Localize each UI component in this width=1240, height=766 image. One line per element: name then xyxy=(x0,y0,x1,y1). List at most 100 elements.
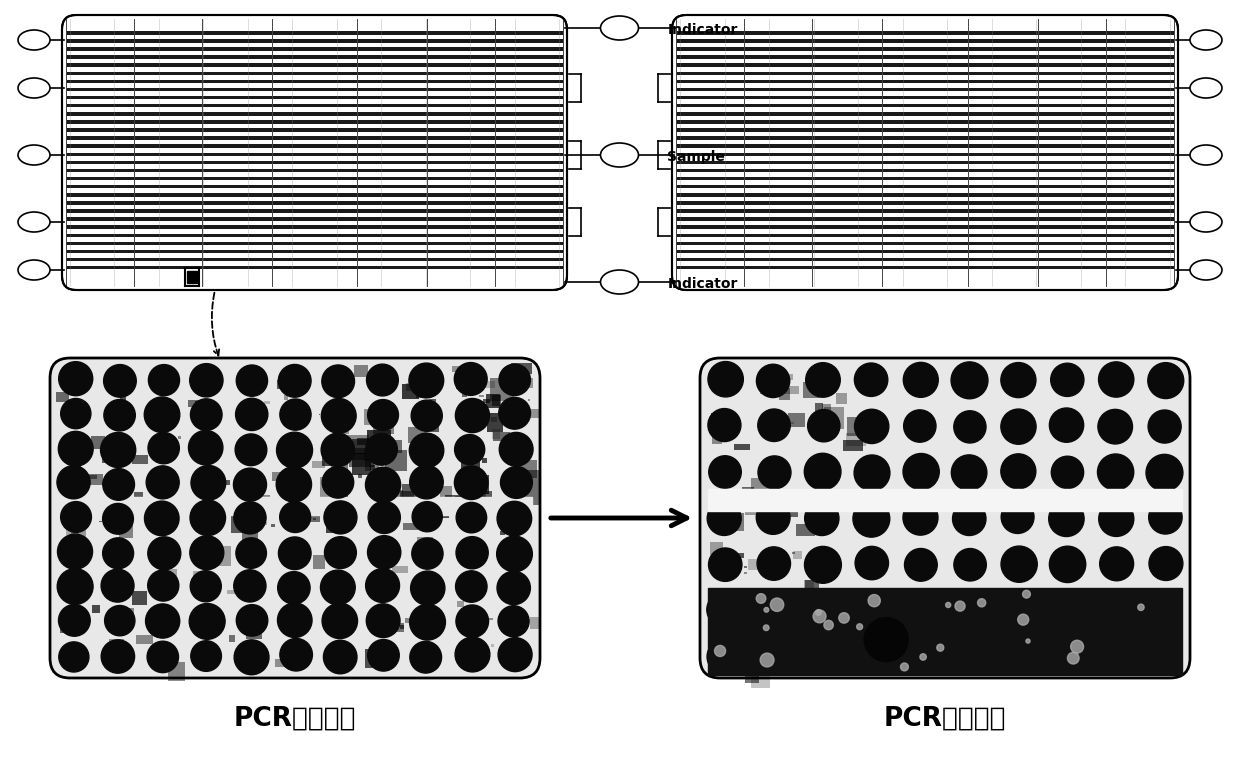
Ellipse shape xyxy=(19,212,50,232)
Circle shape xyxy=(234,502,267,534)
Circle shape xyxy=(497,501,532,536)
Circle shape xyxy=(58,431,93,466)
Bar xyxy=(676,213,1174,216)
Bar xyxy=(712,625,717,629)
Bar xyxy=(120,661,130,666)
Bar xyxy=(494,432,511,441)
Bar xyxy=(109,639,124,647)
Bar xyxy=(676,80,1174,83)
Bar xyxy=(337,493,348,499)
Bar xyxy=(760,393,761,394)
Circle shape xyxy=(103,503,134,534)
Circle shape xyxy=(1023,591,1030,598)
Bar xyxy=(357,438,372,446)
Bar xyxy=(491,429,500,439)
Bar xyxy=(676,254,1174,257)
Circle shape xyxy=(280,638,312,671)
Circle shape xyxy=(498,606,529,637)
Circle shape xyxy=(104,400,135,431)
Circle shape xyxy=(920,653,926,660)
Bar xyxy=(66,225,563,229)
Circle shape xyxy=(236,538,267,568)
Bar xyxy=(136,635,153,644)
Bar xyxy=(131,455,148,464)
Circle shape xyxy=(456,537,489,569)
Circle shape xyxy=(234,570,267,602)
Bar xyxy=(455,496,464,505)
FancyBboxPatch shape xyxy=(672,15,1178,290)
Bar xyxy=(373,479,377,482)
Bar xyxy=(443,513,449,518)
Circle shape xyxy=(1050,363,1084,397)
Bar xyxy=(676,140,1174,142)
Bar xyxy=(676,108,1174,110)
Circle shape xyxy=(900,663,909,671)
Bar xyxy=(66,136,563,140)
Bar xyxy=(825,407,843,429)
Circle shape xyxy=(58,362,93,396)
Bar xyxy=(822,404,831,412)
Bar xyxy=(66,108,563,110)
Circle shape xyxy=(366,568,399,603)
Bar xyxy=(66,55,563,59)
Bar xyxy=(461,493,477,511)
Bar xyxy=(676,92,1174,94)
Circle shape xyxy=(952,639,986,673)
Circle shape xyxy=(1049,501,1084,536)
Bar xyxy=(516,470,541,506)
Bar xyxy=(58,496,532,515)
Circle shape xyxy=(410,641,441,673)
Bar xyxy=(273,473,284,481)
Circle shape xyxy=(853,500,890,537)
Bar xyxy=(306,506,320,522)
Circle shape xyxy=(278,603,312,637)
Bar xyxy=(66,64,563,67)
Bar xyxy=(405,502,417,515)
Bar xyxy=(167,662,185,680)
Circle shape xyxy=(237,604,268,636)
Circle shape xyxy=(321,398,356,434)
Circle shape xyxy=(454,466,489,499)
Circle shape xyxy=(1001,453,1035,489)
Bar xyxy=(472,403,480,409)
Bar xyxy=(401,491,417,500)
Bar xyxy=(332,483,339,490)
Bar xyxy=(66,39,563,43)
Bar xyxy=(202,440,213,444)
Bar xyxy=(461,451,480,470)
Circle shape xyxy=(954,548,986,581)
Bar xyxy=(343,657,348,662)
Bar xyxy=(66,234,563,237)
Bar xyxy=(99,521,102,522)
Bar xyxy=(805,580,820,594)
Bar xyxy=(843,440,863,451)
Ellipse shape xyxy=(600,143,639,167)
Bar xyxy=(345,435,368,460)
Circle shape xyxy=(1099,638,1135,673)
Circle shape xyxy=(410,571,445,605)
Bar xyxy=(490,618,492,620)
Bar xyxy=(326,501,347,532)
Bar xyxy=(66,47,563,51)
Bar xyxy=(169,569,176,577)
Bar xyxy=(676,234,1174,237)
Circle shape xyxy=(278,365,311,398)
Circle shape xyxy=(191,466,226,500)
Bar xyxy=(676,39,1174,43)
Bar xyxy=(822,603,839,620)
Bar xyxy=(277,501,280,503)
Circle shape xyxy=(366,604,401,637)
Bar xyxy=(745,670,759,683)
Circle shape xyxy=(102,569,134,602)
Circle shape xyxy=(191,399,222,430)
Circle shape xyxy=(857,624,863,630)
Bar xyxy=(766,385,771,388)
Bar xyxy=(56,391,68,402)
Bar xyxy=(676,185,1174,188)
Bar xyxy=(676,64,1174,67)
Bar xyxy=(815,650,825,654)
Circle shape xyxy=(1146,454,1183,491)
Circle shape xyxy=(58,642,89,672)
Circle shape xyxy=(412,400,443,431)
Circle shape xyxy=(146,466,180,499)
